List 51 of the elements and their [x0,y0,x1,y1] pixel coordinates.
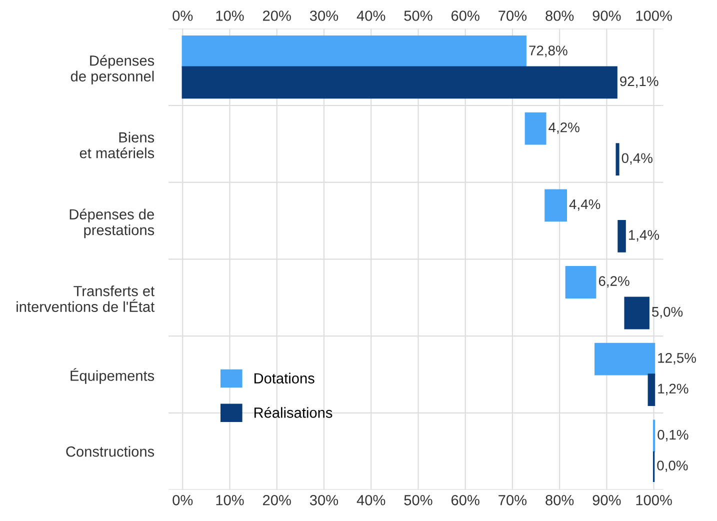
x-tick-label: 50% [404,494,432,506]
x-tick-label: 30% [310,494,338,506]
x-tick-label: 60% [451,494,480,506]
legend-label: Réalisations [254,406,332,418]
y-tick-label: Transferts et interventions de l'État [16,286,155,312]
x2-tick-label: 10% [216,10,244,21]
data-label: 0,4% [622,153,652,165]
bar [618,220,626,252]
x2-tick-label: 0% [172,10,193,21]
data-label: 92,1% [620,76,658,88]
legend-label: Dotations [254,372,314,384]
x-tick-label: 20% [263,494,291,506]
data-label: 1,2% [658,384,688,396]
x2-tick-label: 20% [263,10,291,21]
x2-tick-label: 50% [404,10,432,21]
x-tick-label: 90% [592,494,621,506]
bar [182,66,618,99]
data-label: 0,1% [658,430,688,442]
y-tick-label: Constructions [66,446,154,457]
x2-tick-label: 80% [546,10,574,21]
x2-tick-label: 100% [636,10,672,21]
data-label: 6,2% [598,276,630,288]
x-tick-label: 10% [216,494,244,506]
x2-tick-label: 40% [356,10,386,21]
x-tick-label: 100% [636,494,672,506]
data-label: 4,4% [569,199,600,211]
bar [524,112,546,145]
bar [648,374,656,406]
x2-tick-label: 60% [451,10,480,21]
y-tick-label: Dépenses de prestations [70,208,154,238]
data-label: 0,0% [657,460,688,472]
x2-tick-label: 90% [592,10,621,21]
data-label: 1,4% [628,230,660,242]
y-tick-label: Dépenses de personnel [70,54,154,84]
data-label: 5,0% [652,306,683,318]
data-label: 4,2% [548,122,580,134]
x-tick-label: 0% [172,494,193,506]
bar [624,296,650,330]
x-tick-label: 80% [546,494,574,506]
bar [544,189,567,222]
x2-tick-label: 70% [498,10,527,21]
bar [594,342,656,376]
x2-tick-label: 30% [310,10,338,21]
y-tick-label: Équipements [70,368,154,384]
y-tick-label: Biens et matériels [80,132,154,158]
data-label: 72,8% [529,46,568,58]
x-tick-label: 40% [356,494,386,506]
bar [182,36,526,68]
x-tick-label: 70% [498,494,527,506]
data-label: 12,5% [658,352,696,364]
bar [565,266,596,298]
